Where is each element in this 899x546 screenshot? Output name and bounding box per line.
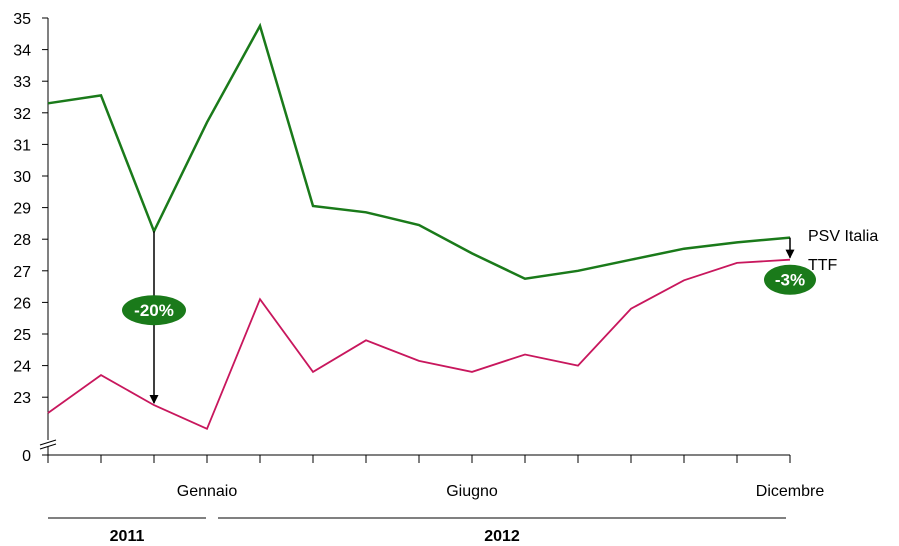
axes bbox=[39, 18, 791, 463]
axis-break-mark-lower bbox=[39, 443, 57, 450]
annotation-badge-0 bbox=[122, 295, 186, 326]
series-labels: PSV Italia TTF bbox=[808, 228, 878, 274]
axis-break-mark-upper bbox=[39, 439, 57, 446]
axis-break bbox=[39, 439, 57, 450]
y-tick-label-29: 29 bbox=[13, 201, 31, 218]
year-labels: 2011 2012 bbox=[48, 517, 786, 545]
y-tick-label-28: 28 bbox=[13, 232, 31, 249]
x-axis-labels: Gennaio Giugno Dicembre bbox=[177, 483, 825, 500]
annotation-badge-1 bbox=[764, 264, 816, 295]
x-label-giugno: Giugno bbox=[446, 483, 498, 500]
axis-break-gap bbox=[40, 440, 56, 447]
annotations: -20% -3% bbox=[122, 231, 816, 405]
y-tick-label-26: 26 bbox=[13, 295, 31, 312]
annotation-label-0: -20% bbox=[134, 301, 174, 320]
y-axis-ticks: 0 23 24 25 26 27 28 29 30 31 32 33 34 35 bbox=[13, 11, 48, 465]
y-tick-label-25: 25 bbox=[13, 327, 31, 344]
y-tick-label-0: 0 bbox=[22, 448, 31, 465]
year-label-2011: 2011 bbox=[110, 528, 145, 545]
series-line-psv-italia bbox=[47, 22, 791, 280]
y-tick-label-33: 33 bbox=[13, 74, 31, 91]
series-label-psv-italia: PSV Italia bbox=[808, 228, 878, 245]
y-tick-label-34: 34 bbox=[13, 43, 31, 60]
series-lines bbox=[47, 22, 791, 431]
y-tick-label-32: 32 bbox=[13, 106, 31, 123]
y-tick-label-35: 35 bbox=[13, 11, 31, 28]
x-label-gennaio: Gennaio bbox=[177, 483, 238, 500]
series-label-ttf: TTF bbox=[808, 257, 838, 274]
y-tick-label-30: 30 bbox=[13, 169, 31, 186]
y-tick-label-27: 27 bbox=[13, 264, 31, 281]
x-label-dicembre: Dicembre bbox=[756, 483, 825, 500]
series-line-ttf bbox=[47, 258, 791, 431]
y-tick-label-23: 23 bbox=[13, 390, 31, 407]
year-label-2012: 2012 bbox=[484, 528, 520, 545]
annotation-label-1: -3% bbox=[775, 271, 805, 290]
y-tick-label-24: 24 bbox=[13, 359, 31, 376]
y-tick-label-31: 31 bbox=[13, 137, 31, 154]
